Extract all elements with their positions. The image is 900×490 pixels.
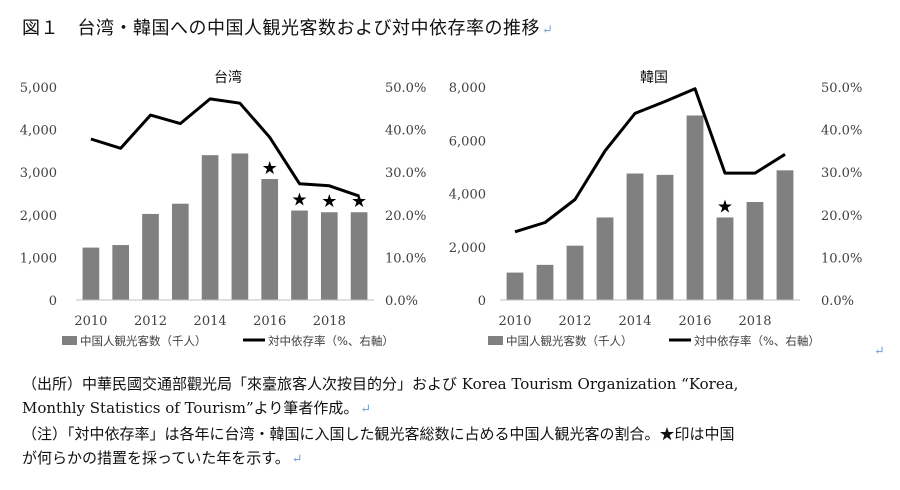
right-axis-tick-label: 10.0% <box>821 251 862 266</box>
return-mark-icon: ↵ <box>542 23 554 38</box>
left-axis-tick-label: 1,000 <box>20 251 57 266</box>
explanatory-note-line-1: （注）「対中依存率」は各年に台湾・韓国に入国した観光客総数に占める中国人観光客の… <box>22 425 735 443</box>
bar <box>626 173 644 300</box>
right-axis-tick-label: 50.0% <box>385 81 426 96</box>
line-series <box>514 87 786 234</box>
right-axis-tick-label: 20.0% <box>385 209 426 224</box>
left-axis-tick-label: 6,000 <box>449 134 486 149</box>
x-axis-tick-label: 2012 <box>134 314 167 329</box>
star-marker: ★ <box>321 191 337 212</box>
return-mark-icon: ↵ <box>291 452 303 467</box>
x-axis-tick-label: 2016 <box>253 314 286 329</box>
bar <box>776 170 794 300</box>
return-mark-icon: ↵ <box>874 344 885 359</box>
bar <box>566 245 584 300</box>
left-axis-tick-label: 5,000 <box>20 81 57 96</box>
left-axis-tick-label: 0 <box>478 294 486 309</box>
bar <box>686 115 704 301</box>
star-marker: ★ <box>291 190 307 211</box>
bar <box>261 179 279 300</box>
right-axis-tick-label: 50.0% <box>821 81 862 96</box>
left-axis-tick-label: 4,000 <box>449 188 486 203</box>
explanatory-note-line-2: が何らかの措置を採っていた年を示す。 ↵ <box>22 449 303 467</box>
x-axis-tick-label: 2010 <box>74 314 107 329</box>
right-axis-tick-label: 40.0% <box>821 124 862 139</box>
legend-label-line: 対中依存率（%、右軸） <box>694 334 820 348</box>
legend-label-line: 対中依存率（%、右軸） <box>268 334 394 348</box>
source-note: （出所）中華民國交通部觀光局「來臺旅客人次按目的分」および Korea Tour… <box>22 372 738 422</box>
bar <box>231 153 249 300</box>
x-axis-tick-label: 2014 <box>618 314 651 329</box>
x-axis-tick-label: 2016 <box>678 314 711 329</box>
source-note-line-1: （出所）中華民國交通部觀光局「來臺旅客人次按目的分」および Korea Tour… <box>22 375 739 393</box>
left-axis-tick-label: 2,000 <box>449 241 486 256</box>
line-series <box>90 97 360 198</box>
chart-title: 台湾 <box>214 69 242 86</box>
star-marker: ★ <box>717 196 733 217</box>
bar <box>112 245 130 300</box>
right-axis-tick-label: 0.0% <box>821 294 854 309</box>
source-note-line-2: Monthly Statistics of Tourism”より筆者作成。 ↵ <box>22 399 372 417</box>
bar <box>171 203 189 300</box>
bar <box>746 202 764 300</box>
figure-title: 図１ 台湾・韓国への中国人観光客数および対中依存率の推移 ↵ <box>22 18 554 39</box>
left-axis-tick-label: 4,000 <box>20 124 57 139</box>
left-axis-tick-label: 0 <box>49 294 57 309</box>
chart-title: 韓国 <box>640 70 668 86</box>
x-axis-tick-label: 2018 <box>313 314 346 329</box>
legend-swatch-bar <box>62 336 77 345</box>
right-axis-tick-label: 40.0% <box>385 124 426 139</box>
bar <box>350 212 368 300</box>
bar <box>536 264 554 300</box>
return-mark-icon: ↵ <box>360 402 372 417</box>
bar <box>82 247 100 300</box>
legend-swatch-bar <box>488 336 503 345</box>
bar <box>142 213 159 300</box>
left-axis-tick-label: 3,000 <box>20 166 57 181</box>
x-axis-tick-label: 2012 <box>558 314 591 329</box>
bar <box>656 174 674 300</box>
star-marker: ★ <box>351 191 367 212</box>
star-marker: ★ <box>262 158 278 179</box>
x-axis-tick-label: 2010 <box>498 314 531 329</box>
left-axis-tick-label: 8,000 <box>449 81 486 96</box>
right-axis-tick-label: 10.0% <box>385 251 426 266</box>
right-axis-tick-label: 30.0% <box>821 166 862 181</box>
legend-label-bar: 中国人観光客数（千人） <box>506 334 633 348</box>
left-axis-tick-label: 2,000 <box>20 209 57 224</box>
right-axis-tick-label: 30.0% <box>385 166 426 181</box>
legend-label-bar: 中国人観光客数（千人） <box>80 334 207 348</box>
bar <box>506 272 524 300</box>
bar <box>320 212 338 300</box>
right-axis-tick-label: 0.0% <box>385 294 418 309</box>
explanatory-note: （注）「対中依存率」は各年に台湾・韓国に入国した観光客総数に占める中国人観光客の… <box>22 422 735 472</box>
bar <box>596 217 614 300</box>
bar <box>291 210 308 300</box>
bar <box>201 155 219 300</box>
right-axis-tick-label: 20.0% <box>821 209 862 224</box>
bar <box>716 217 734 300</box>
x-axis-tick-label: 2018 <box>738 314 771 329</box>
x-axis-tick-label: 2014 <box>194 314 227 329</box>
